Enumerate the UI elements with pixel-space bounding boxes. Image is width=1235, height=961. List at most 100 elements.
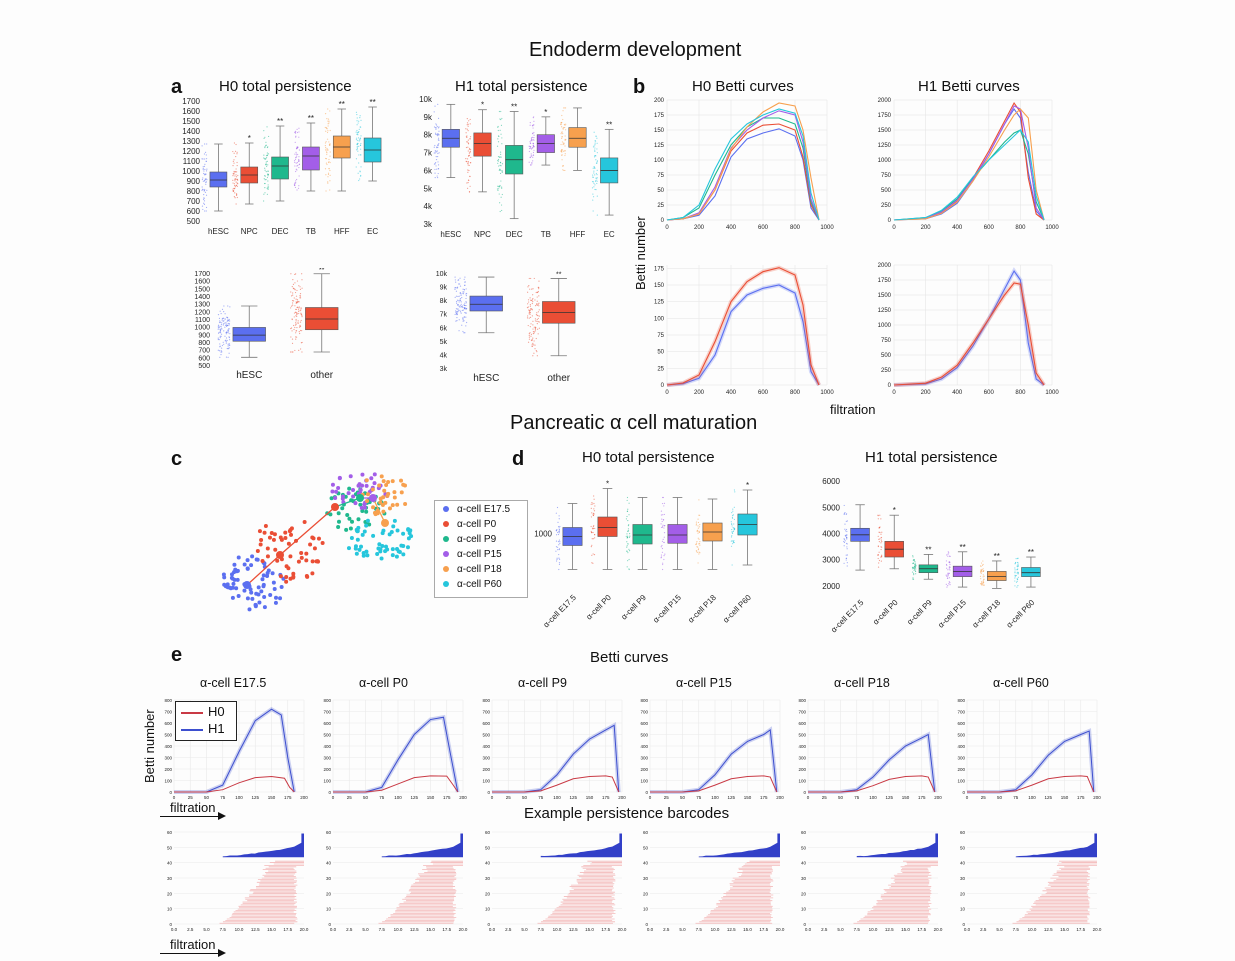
jitter-dot <box>537 286 539 288</box>
jitter-dot <box>562 110 564 112</box>
jitter-dot <box>292 279 294 281</box>
jitter-dot <box>846 565 848 567</box>
jitter-dot <box>532 298 534 300</box>
category-label: α-cell P9 <box>619 593 648 622</box>
jitter-dot <box>328 167 330 170</box>
cell-dot <box>406 527 411 532</box>
jitter-dot <box>846 546 848 548</box>
jitter-dot <box>915 568 917 570</box>
jitter-dot <box>233 142 236 144</box>
jitter-dot <box>206 179 208 181</box>
jitter-dot <box>229 339 231 341</box>
cell-dot <box>248 587 253 592</box>
jitter-dot <box>358 140 360 142</box>
jitter-dot <box>531 163 533 165</box>
cell-dot <box>340 506 345 511</box>
y-tick-label: 9k <box>440 285 448 292</box>
x-tick-label: 50 <box>997 795 1003 800</box>
jitter-dot <box>946 554 948 556</box>
jitter-dot <box>563 107 565 109</box>
x-tick-label: 7.5 <box>854 927 861 932</box>
jitter-dot <box>468 191 471 193</box>
jitter-dot <box>301 330 303 332</box>
jitter-dot <box>530 148 533 150</box>
x-tick-label: 15.0 <box>426 927 435 932</box>
jitter-dot <box>881 540 883 543</box>
h0-line <box>174 775 295 793</box>
jitter-dot <box>436 175 438 177</box>
jitter-dot <box>878 562 880 564</box>
jitter-dot <box>538 280 540 282</box>
jitter-dot <box>327 181 329 183</box>
jitter-dot <box>358 131 360 133</box>
cell-dot <box>330 489 335 494</box>
jitter-dot <box>292 287 294 289</box>
h1-line <box>967 730 1095 793</box>
jitter-dot <box>222 324 224 326</box>
jitter-dot <box>203 197 205 199</box>
cell-dot <box>399 478 404 483</box>
jitter-dot <box>294 289 296 291</box>
x-tick-label: 20.0 <box>934 927 943 932</box>
jitter-dot <box>437 161 439 163</box>
x-tick-label: 100 <box>553 795 561 800</box>
jitter-dot <box>843 545 845 547</box>
jitter-dot <box>435 127 437 129</box>
jitter-dot <box>531 137 533 139</box>
jitter-dot <box>220 347 223 349</box>
jitter-dot <box>434 176 436 179</box>
jitter-dot <box>356 113 358 116</box>
y-tick-label: 20 <box>960 891 966 896</box>
cell-dot <box>273 600 278 605</box>
x-tick-label: 200 <box>300 795 308 800</box>
jitter-dot <box>535 291 537 294</box>
jitter-dot <box>203 170 205 172</box>
y-tick-label: 500 <box>881 188 892 194</box>
cell-dot <box>353 501 358 506</box>
category-label: other <box>547 373 570 384</box>
jitter-dot <box>595 177 597 179</box>
jitter-dot <box>1016 569 1018 571</box>
jitter-dot <box>733 542 735 544</box>
jitter-dot <box>436 155 439 158</box>
jitter-dot <box>357 139 359 142</box>
jitter-dot <box>662 526 664 528</box>
jitter-dot <box>291 318 293 321</box>
y-tick-label: 1250 <box>878 143 892 149</box>
jitter-dot <box>913 562 915 564</box>
jitter-dot <box>300 319 302 322</box>
cell-dot <box>360 532 365 537</box>
jitter-dot <box>455 308 458 310</box>
jitter-dot <box>595 159 597 161</box>
jitter-dot <box>660 546 662 548</box>
cell-dot <box>249 590 254 595</box>
x-tick-label: 200 <box>459 795 467 800</box>
c-trajectory-scatter <box>221 472 414 612</box>
jitter-dot <box>536 300 538 302</box>
jitter-dot <box>227 332 229 334</box>
jitter-dot <box>501 209 503 212</box>
y-tick-label: 30 <box>167 876 173 881</box>
jitter-dot <box>327 108 329 110</box>
jitter-dot <box>294 324 297 326</box>
jitter-dot <box>294 165 296 167</box>
jitter-dot <box>558 527 560 529</box>
y-tick-label: 30 <box>801 876 807 881</box>
jitter-dot <box>628 533 631 535</box>
h1-bars <box>540 833 622 858</box>
jitter-dot <box>593 145 595 147</box>
y-tick-label: 3k <box>424 220 433 229</box>
jitter-dot <box>536 303 538 305</box>
significance-stars: ** <box>556 271 562 278</box>
cell-dot <box>390 547 395 552</box>
cell-dot <box>305 574 310 579</box>
jitter-dot <box>536 296 538 298</box>
jitter-dot <box>226 331 228 333</box>
jitter-dot <box>227 356 229 358</box>
jitter-dot <box>880 542 882 544</box>
jitter-dot <box>298 306 300 308</box>
jitter-dot <box>220 333 223 335</box>
jitter-dot <box>456 319 458 322</box>
category-label: hESC <box>208 227 229 236</box>
jitter-dot <box>877 557 879 560</box>
